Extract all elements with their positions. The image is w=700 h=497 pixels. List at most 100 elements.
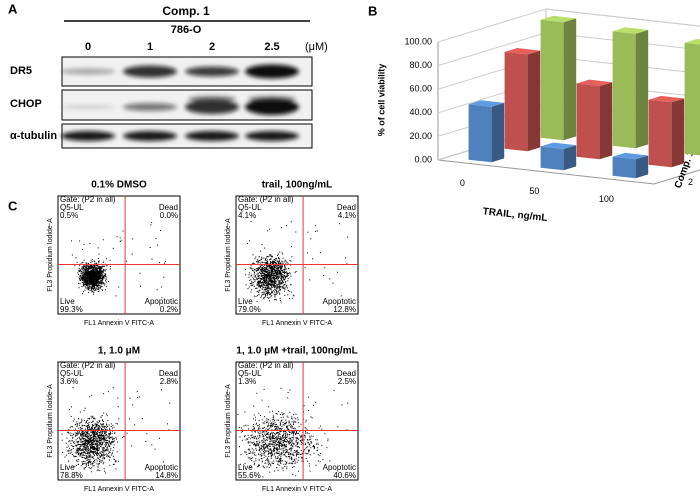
bar-top <box>612 27 649 34</box>
bar-front <box>540 146 564 171</box>
quadrant-name: Apoptotic <box>323 463 356 472</box>
z-tick-label: 2 <box>688 177 693 187</box>
bar-front <box>684 42 700 156</box>
compound-label: Comp. 1 <box>162 4 210 18</box>
quadrant-name: Apoptotic <box>323 297 356 306</box>
bar-front <box>648 99 672 168</box>
blot-band <box>61 131 115 141</box>
quadrant-pct: 79.0% <box>238 305 261 314</box>
x-tick-label: 100 <box>599 194 614 204</box>
blot-band <box>123 103 177 111</box>
bar-side <box>527 50 541 152</box>
bar-side <box>563 145 577 171</box>
blot-band <box>61 68 115 75</box>
plot-title: trail, 100ng/mL <box>262 180 333 191</box>
dose-label: 1 <box>147 41 153 53</box>
blot-band <box>185 100 239 114</box>
plot-frame <box>57 361 181 481</box>
x-tick-label: 50 <box>529 186 539 196</box>
quadrant-pct: 2.8% <box>160 377 178 386</box>
quadrant-pct: 0.5% <box>60 211 78 220</box>
quadrant-pct: 78.8% <box>60 471 83 480</box>
quadrant-name: Dead <box>337 203 356 212</box>
quadrant-pct: 14.8% <box>155 471 178 480</box>
event-dots <box>245 221 349 303</box>
x-axis-title: FL1 Annexin V FITC-A <box>262 486 332 493</box>
blot-band <box>188 96 236 102</box>
cell-line-label: 786-O <box>171 24 202 36</box>
y-axis-title: FL3 Propidium Iodide-A <box>225 384 232 458</box>
panel-label: C <box>8 198 18 213</box>
bar-top <box>504 48 541 55</box>
quadrant-name: Q5-UL <box>60 203 84 212</box>
bar <box>684 38 700 156</box>
event-dots <box>237 387 349 478</box>
bar-side <box>491 102 505 163</box>
blot-band <box>123 131 177 141</box>
bar-top <box>540 142 577 149</box>
event-dots <box>71 222 167 299</box>
blot-band <box>248 96 296 102</box>
y-tick-label: 100.00 <box>404 36 432 46</box>
blot-row-label: CHOP <box>10 98 42 110</box>
bar-front <box>540 19 564 141</box>
bar-top <box>468 100 505 107</box>
blot-band <box>61 105 115 109</box>
blot-row-label: DR5 <box>10 65 32 77</box>
bar-front <box>468 104 492 163</box>
gate-label: Gate: (P2 in all) <box>60 361 116 370</box>
x-axis-title: FL1 Annexin V FITC-A <box>84 486 154 493</box>
bar-front <box>612 31 636 149</box>
bar <box>468 100 505 163</box>
quadrant-pct: 99.3% <box>60 305 83 314</box>
unit-label: (μM) <box>305 41 328 53</box>
bar <box>576 79 613 160</box>
quadrant-name: Q5-UL <box>60 369 84 378</box>
y-tick-label: 20.00 <box>409 131 432 141</box>
bar-front <box>576 83 600 160</box>
x-tick-label: 0 <box>460 178 465 188</box>
bar-top <box>648 95 685 103</box>
quadrant-name: Dead <box>159 203 178 212</box>
plot-title: 0.1% DMSO <box>91 180 147 191</box>
bar-top <box>540 15 577 23</box>
quadrant-name: Apoptotic <box>145 297 178 306</box>
bar <box>612 152 649 179</box>
y-axis-title: FL3 Propidium Iodide-A <box>47 384 54 458</box>
bar-front <box>504 51 528 152</box>
quadrant-pct: 1.3% <box>238 377 256 386</box>
bar-top <box>576 79 613 87</box>
bar <box>540 15 577 141</box>
quadrant-pct: 0.0% <box>160 211 178 220</box>
y-axis-title: FL3 Propidium Iodide-A <box>225 218 232 292</box>
y-tick-label: 60.00 <box>409 84 432 94</box>
x-axis-title: TRAIL, ng/mL <box>482 206 548 224</box>
blot-band <box>185 131 239 141</box>
bar-side <box>563 18 577 141</box>
gate-label: Gate: (P2 in all) <box>60 195 116 204</box>
panel-label: B <box>368 3 377 18</box>
blot-band <box>245 64 299 79</box>
plot-frame <box>235 195 359 315</box>
quadrant-pct: 12.8% <box>333 305 356 314</box>
y-axis-title: FL3 Propidium Iodide-A <box>47 218 54 292</box>
blots <box>61 56 313 149</box>
bar-side <box>635 29 649 149</box>
plot-title: 1, 1.0 μM +trail, 100ng/mL <box>236 346 357 357</box>
plot-frame <box>57 195 181 315</box>
quadrant-name: Dead <box>159 369 178 378</box>
blot-band <box>245 99 299 115</box>
blot-band <box>185 66 239 77</box>
quadrant-name: Dead <box>337 369 356 378</box>
quadrant-pct: 40.6% <box>333 471 356 480</box>
blot-band <box>245 131 299 141</box>
y-axis-title: % of cell viability <box>376 64 386 137</box>
bar <box>612 27 649 149</box>
bar-side <box>599 82 613 160</box>
dose-label: 2.5 <box>264 41 279 53</box>
bar-top <box>684 38 700 45</box>
band-group <box>61 96 299 115</box>
bar <box>540 142 577 171</box>
band-group <box>61 131 299 141</box>
